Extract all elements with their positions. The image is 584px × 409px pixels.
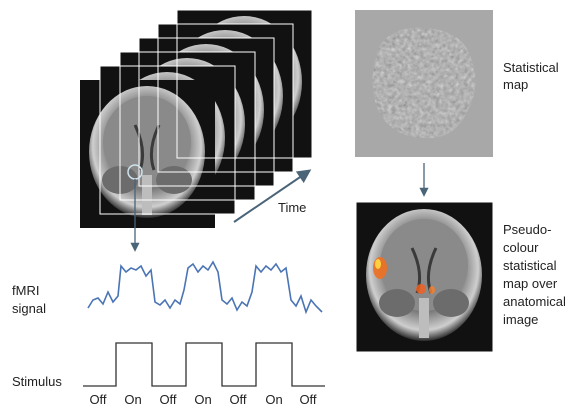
stimulus-state: On <box>124 392 141 407</box>
stimulus-state: Off <box>229 392 246 407</box>
stat-map-label: map <box>503 77 528 92</box>
overlay-label-line: image <box>503 312 538 327</box>
overlay-map <box>357 203 492 351</box>
fmri-signal <box>88 262 322 312</box>
overlay-label-line: map over <box>503 276 558 291</box>
overlay-label-line: anatomical <box>503 294 566 309</box>
overlay-label-line: Pseudo- <box>503 222 551 237</box>
fmri-label: signal <box>12 301 46 316</box>
image-stack <box>80 10 312 228</box>
overlay-label-line: colour <box>503 240 539 255</box>
fmri-label: fMRI <box>12 283 39 298</box>
stimulus-states: Off On Off On Off On Off <box>89 392 316 407</box>
stat-map-label: Statistical <box>503 60 559 75</box>
fmri-diagram: Time Statistical map Pseudo- colour stat… <box>0 0 584 409</box>
overlay-label-line: statistical <box>503 258 557 273</box>
overlay-label: Pseudo- colour statistical map over anat… <box>503 222 566 327</box>
stimulus-trace <box>83 343 325 386</box>
time-label: Time <box>278 200 306 215</box>
stimulus-state: On <box>194 392 211 407</box>
statistical-map <box>355 10 493 157</box>
stimulus-label: Stimulus <box>12 374 62 389</box>
stimulus-state: Off <box>299 392 316 407</box>
stimulus-state: Off <box>89 392 106 407</box>
stimulus-state: On <box>265 392 282 407</box>
stimulus-state: Off <box>159 392 176 407</box>
